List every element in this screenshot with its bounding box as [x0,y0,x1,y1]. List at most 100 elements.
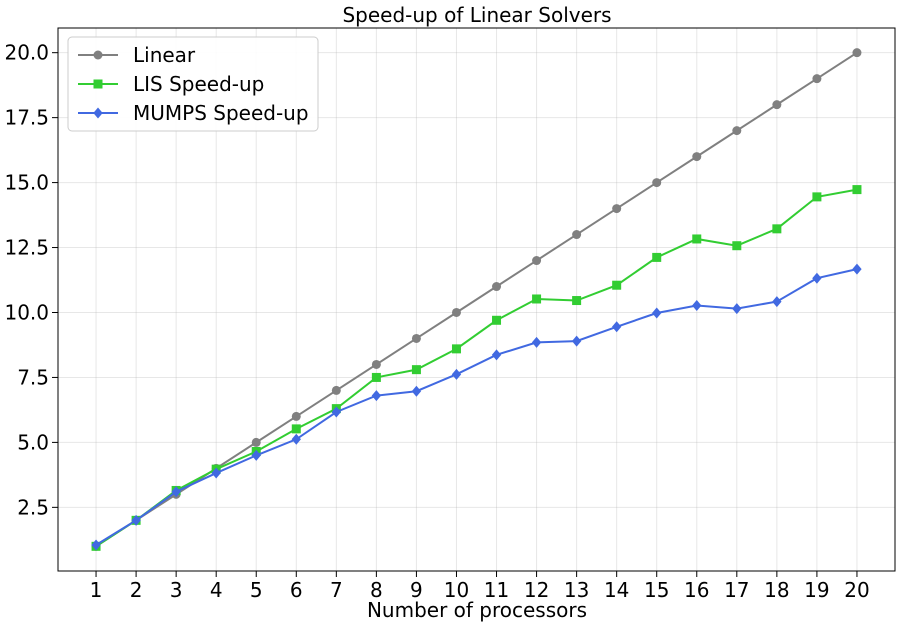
data-point [572,230,582,240]
data-point [852,48,862,58]
x-tick-label: 3 [170,578,183,602]
x-tick-label: 16 [684,578,709,602]
data-point [532,294,542,304]
series-line [95,51,858,548]
x-tick-label: 13 [564,578,589,602]
x-axis-label: Number of processors [367,598,587,622]
x-tick-label: 10 [444,578,469,602]
series-2 [91,185,862,551]
y-tick-label: 15.0 [4,171,49,195]
y-tick-label: 12.5 [4,236,49,260]
data-point [451,307,461,317]
x-tick-label: 4 [210,578,223,602]
y-tick-label: 20.0 [4,41,49,65]
series-3 [91,263,862,551]
x-axis: 1 2 3 4 5 6 7 8 9 10 11 12 13 14 15 16 17 18 19 20 [90,571,870,602]
legend-label: Linear [133,43,196,67]
data-point [331,385,341,395]
series-group [91,48,862,551]
data-point [291,411,301,421]
data-point [612,204,622,214]
x-tick-label: 15 [644,578,669,602]
data-point [692,299,702,311]
data-point [611,321,622,333]
data-point [772,224,782,234]
data-point [812,74,822,84]
x-tick-label: 7 [330,578,343,602]
data-point [371,372,381,382]
y-tick-label: 17.5 [4,106,49,130]
series-line [95,268,858,546]
data-point [491,349,502,361]
data-point [812,192,822,202]
y-axis: 2.5 5.0 7.5 10.0 12.5 15.0 17.5 20.0 [4,41,58,519]
legend-entry: Linear [78,43,196,67]
data-point [531,336,542,348]
x-tick-label: 18 [764,578,789,602]
x-tick-label: 11 [484,578,509,602]
x-tick-label: 17 [724,578,749,602]
data-point [371,359,381,369]
series-line [95,188,858,548]
data-point [732,303,742,315]
data-point [91,539,101,551]
data-point [612,280,622,290]
data-point [572,296,582,306]
x-tick-label: 5 [250,578,263,602]
y-tick-label: 2.5 [17,495,49,519]
data-point [732,126,742,136]
data-point [812,272,822,284]
data-point [251,449,261,461]
y-tick-label: 5.0 [17,430,49,454]
data-point [772,296,782,308]
data-point [171,486,181,498]
data-point [692,152,702,162]
legend-label: LIS Speed-up [133,72,264,96]
data-point [852,185,862,195]
data-point [251,437,261,447]
data-point [852,263,862,275]
y-tick-label: 10.0 [4,300,49,324]
data-point [451,368,462,380]
legend-entry: LIS Speed-up [78,72,264,96]
legend-marker [93,79,103,89]
plot-frame [57,27,896,572]
legend-box [67,36,319,132]
data-point [571,335,582,347]
legend-marker [93,50,103,60]
x-tick-label: 20 [844,578,869,602]
chart-title: Speed-up of Linear Solvers [342,3,611,27]
data-point [411,385,422,397]
data-point [652,178,662,188]
data-point [371,390,382,402]
data-point [732,241,742,251]
data-point [692,234,702,244]
series-1 [91,48,862,551]
data-point [291,424,301,434]
x-tick-label: 12 [524,578,549,602]
data-point [652,307,662,319]
data-point [211,467,221,479]
data-point [652,252,662,262]
data-point [451,344,461,354]
data-point [411,333,421,343]
data-point [331,406,342,418]
legend-entry: MUMPS Speed-up [78,101,309,125]
x-tick-label: 9 [410,578,423,602]
data-point [532,256,542,266]
x-tick-label: 19 [804,578,829,602]
legend: Linear LIS Speed-up MUMPS Speed-up [67,36,319,132]
data-point [131,514,141,526]
data-point [492,282,502,292]
data-point [492,315,502,325]
legend-marker [93,107,103,119]
x-tick-label: 1 [90,578,103,602]
x-tick-label: 14 [604,578,629,602]
y-tick-label: 7.5 [17,365,49,389]
x-tick-label: 6 [290,578,303,602]
x-tick-label: 8 [370,578,383,602]
data-point [772,100,782,110]
legend-label: MUMPS Speed-up [133,101,309,125]
x-tick-label: 2 [130,578,143,602]
